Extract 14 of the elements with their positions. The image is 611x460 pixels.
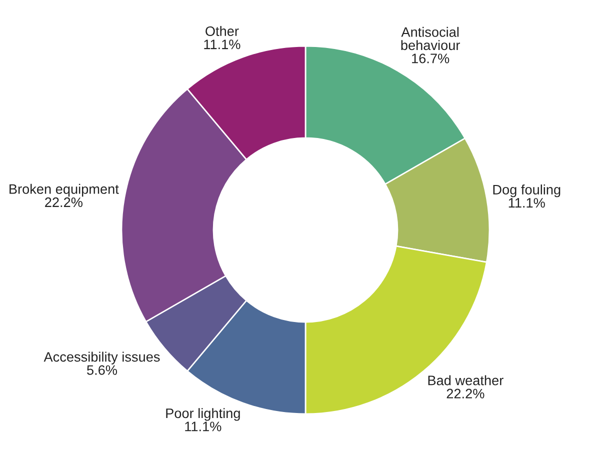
data-label: 11.1%: [508, 198, 545, 208]
slice-label: Other: [206, 26, 239, 36]
data-label: 22.2%: [45, 197, 82, 208]
slice-label: Bad weather: [428, 375, 504, 386]
data-label: 11.1%: [204, 40, 240, 50]
data-label: 5.6%: [87, 365, 118, 375]
data-label: 22.2%: [446, 388, 484, 398]
data-label: 11.1%: [185, 422, 222, 432]
slice-label: Accessibility issues: [44, 352, 160, 364]
slice-label: Dog fouling: [493, 184, 560, 198]
slice-label: Broken equipment: [10, 184, 119, 197]
slice-label: Poor lighting: [166, 408, 240, 421]
slice-label: Antisocial behaviour: [401, 26, 460, 50]
data-label: 16.7%: [412, 54, 450, 64]
